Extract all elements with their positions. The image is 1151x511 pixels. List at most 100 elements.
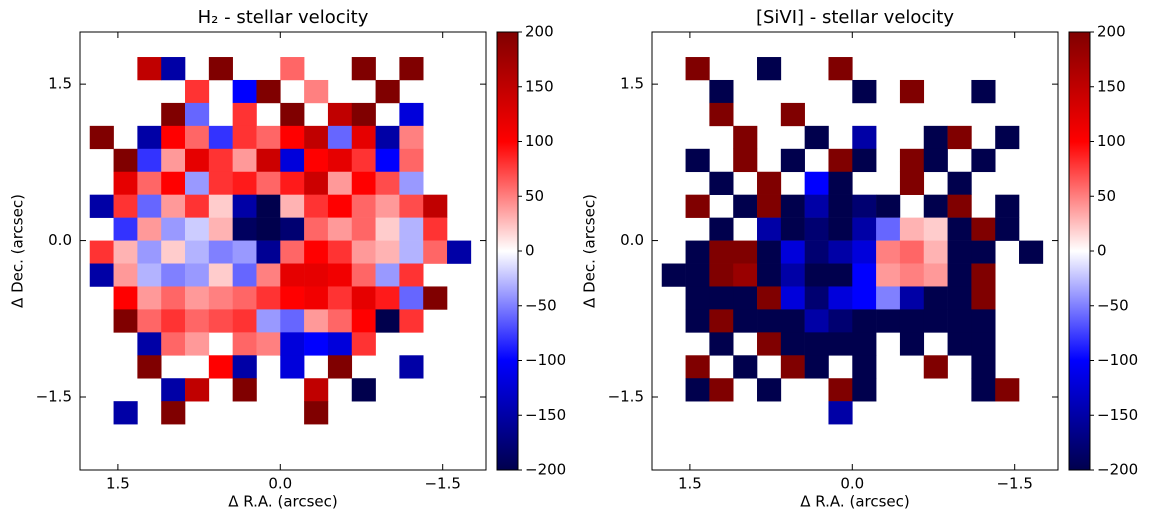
x-tick-label: 1.5 — [106, 475, 130, 493]
y-tick-label: 1.5 — [620, 75, 644, 93]
pixel — [113, 217, 138, 241]
pixel — [161, 263, 186, 287]
pixel — [733, 240, 758, 264]
pixel — [327, 102, 353, 127]
pixel — [685, 309, 710, 333]
y-tick-label: −1.5 — [608, 388, 644, 406]
pixel — [709, 217, 734, 241]
pixel — [351, 286, 376, 310]
pixel — [947, 125, 972, 150]
pixel — [876, 263, 901, 287]
pixel — [161, 194, 186, 218]
pixel — [828, 332, 853, 356]
colorbar-tick-label: −200 — [1097, 461, 1138, 479]
pixel — [804, 332, 829, 356]
colorbar-tick-label: 200 — [525, 23, 554, 41]
pixel — [757, 194, 782, 218]
pixel — [375, 148, 400, 173]
pixel — [828, 217, 853, 241]
pixel — [661, 263, 686, 287]
pixel — [375, 79, 400, 104]
pixel — [232, 102, 257, 127]
pixel — [137, 286, 162, 310]
pixel — [327, 332, 353, 356]
pixel — [399, 263, 424, 287]
pixel — [89, 263, 114, 287]
pixel — [971, 309, 996, 333]
pixel — [256, 194, 281, 218]
pixel — [852, 240, 877, 264]
pixel — [161, 240, 186, 264]
pixel — [804, 309, 829, 333]
colorbar-tick-label: −150 — [525, 406, 566, 424]
pixel — [256, 217, 281, 241]
pixel — [185, 102, 210, 127]
pixel — [780, 148, 805, 173]
pixel — [876, 194, 901, 218]
pixel — [304, 332, 329, 356]
pixel — [137, 57, 162, 81]
pixel — [280, 57, 305, 81]
pixel — [304, 148, 329, 173]
pixel — [971, 378, 996, 402]
pixel — [137, 309, 162, 333]
pixel — [208, 355, 233, 379]
pixel — [327, 217, 353, 241]
axes-frame — [651, 31, 1059, 471]
colorbar-tick-label: −50 — [525, 296, 557, 314]
pixel — [828, 148, 853, 173]
y-tick-label: 0.0 — [48, 231, 72, 249]
pixel — [327, 286, 353, 310]
pixel — [137, 194, 162, 218]
pixel — [185, 332, 210, 356]
pixel — [971, 148, 996, 173]
pixel — [351, 194, 376, 218]
pixel — [351, 57, 376, 81]
pixel — [113, 263, 138, 287]
pixel — [709, 171, 734, 195]
pixel — [852, 125, 877, 150]
x-tick-label: −1.5 — [424, 475, 460, 493]
pixel — [780, 309, 805, 333]
pixel — [304, 79, 329, 104]
pixel — [232, 171, 257, 195]
pixel — [280, 148, 305, 173]
pixel — [757, 309, 782, 333]
pixel — [256, 309, 281, 333]
pixel — [804, 263, 829, 287]
pixel — [780, 332, 805, 356]
pixel — [280, 332, 305, 356]
pixel — [327, 171, 353, 195]
pixel — [709, 309, 734, 333]
pixel — [899, 309, 925, 333]
pixel — [971, 217, 996, 241]
colorbar-tick-label: 0 — [525, 242, 535, 260]
pixel — [971, 263, 996, 287]
pixel — [232, 355, 257, 379]
pixel — [780, 286, 805, 310]
pixel — [256, 332, 281, 356]
pixel — [780, 217, 805, 241]
pixel — [375, 217, 400, 241]
pixel — [232, 309, 257, 333]
pixel — [899, 148, 925, 173]
chart-title: [SiVI] - stellar velocity — [756, 7, 954, 28]
pixel — [232, 125, 257, 150]
pixel — [876, 240, 901, 264]
pixel — [828, 240, 853, 264]
pixel — [852, 332, 877, 356]
pixel — [351, 240, 376, 264]
pixel — [327, 125, 353, 150]
colorbar-tick-label: 0 — [1097, 242, 1107, 260]
pixel — [256, 263, 281, 287]
pixel — [757, 57, 782, 81]
pixel — [947, 240, 972, 264]
pixel — [137, 171, 162, 195]
pixel — [685, 57, 710, 81]
pixel — [161, 378, 186, 402]
pixel — [804, 171, 829, 195]
pixel — [995, 217, 1020, 241]
pixel — [375, 309, 400, 333]
x-tick-label: 1.5 — [678, 475, 702, 493]
y-tick-label: 0.0 — [620, 231, 644, 249]
